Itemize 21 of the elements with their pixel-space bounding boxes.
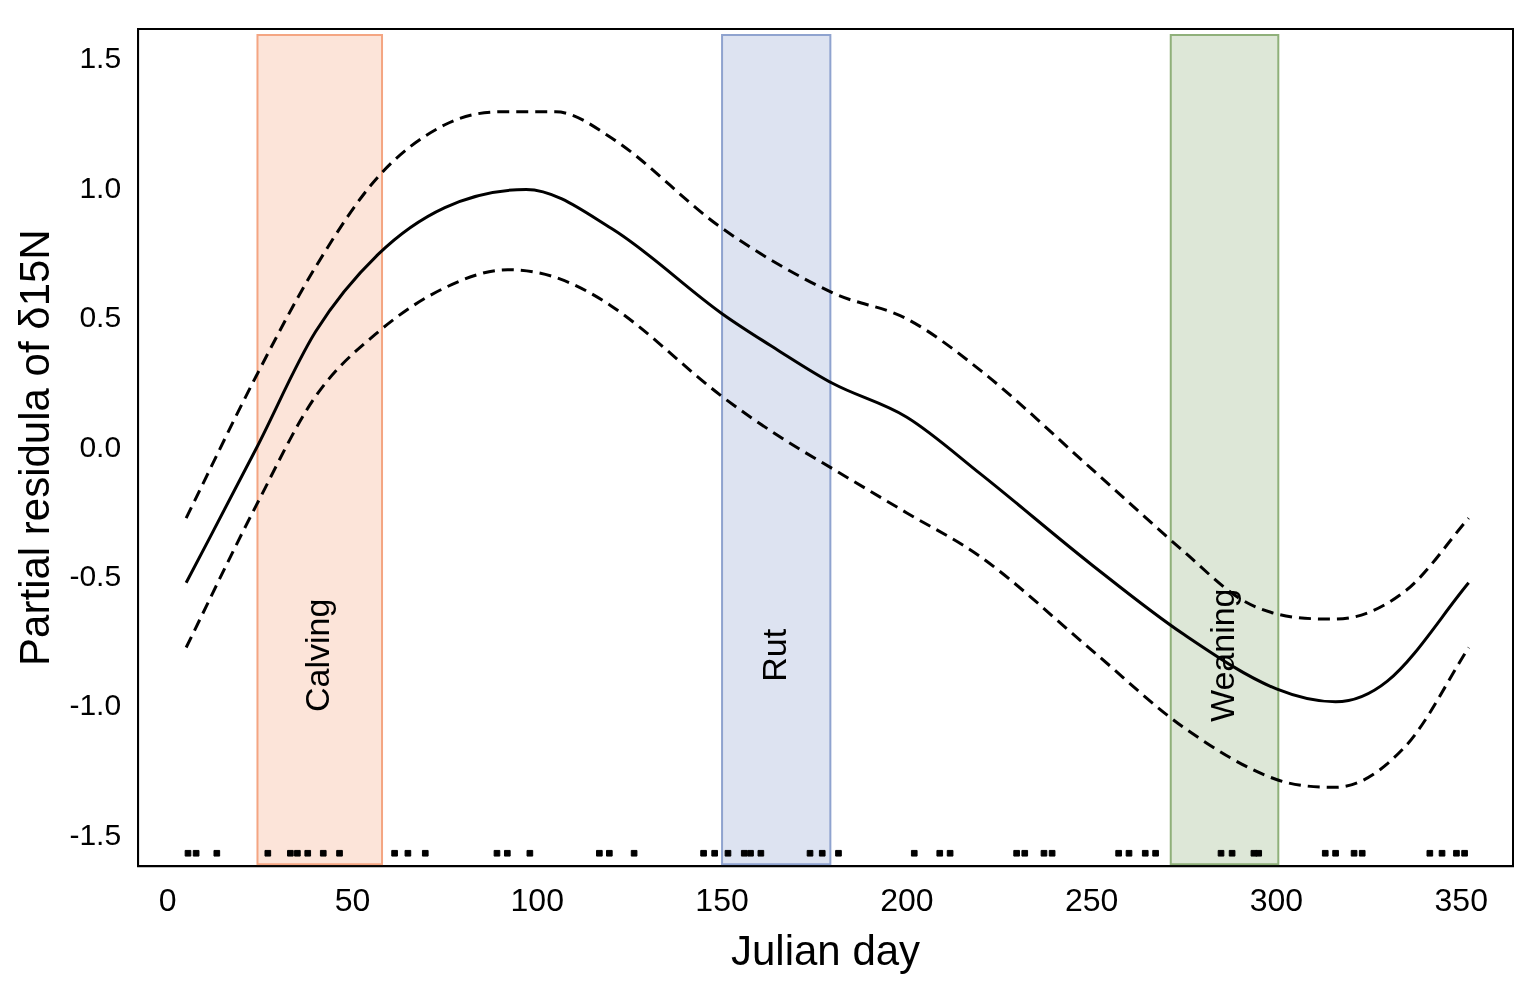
band-label: Weaning: [1202, 588, 1241, 723]
y-tick-label: 0.5: [79, 300, 122, 334]
x-axis-title: Julian day: [730, 927, 921, 975]
y-tick-label: 0.0: [79, 429, 122, 463]
band-label: Calving: [298, 598, 337, 712]
y-axis-title: Partial residula of δ15N: [10, 229, 58, 666]
x-tick-label: 250: [1064, 882, 1119, 919]
line-series: [184, 268, 1471, 789]
x-tick-label: 150: [695, 882, 749, 919]
band-label: Rut: [754, 628, 793, 682]
x-tick-label: 0: [158, 882, 177, 919]
x-tick-label: 350: [1434, 882, 1488, 919]
y-tick-label: 1.0: [79, 170, 122, 204]
y-tick-label: -1.0: [69, 688, 122, 722]
y-tick-label: 1.5: [79, 41, 122, 75]
y-tick-label: -0.5: [69, 558, 122, 592]
x-tick-label: 100: [510, 882, 564, 919]
x-tick-label: 300: [1249, 882, 1304, 919]
y-tick-label: -1.5: [69, 817, 122, 851]
x-tick-label: 50: [334, 882, 371, 919]
x-tick-label: 200: [880, 882, 934, 919]
